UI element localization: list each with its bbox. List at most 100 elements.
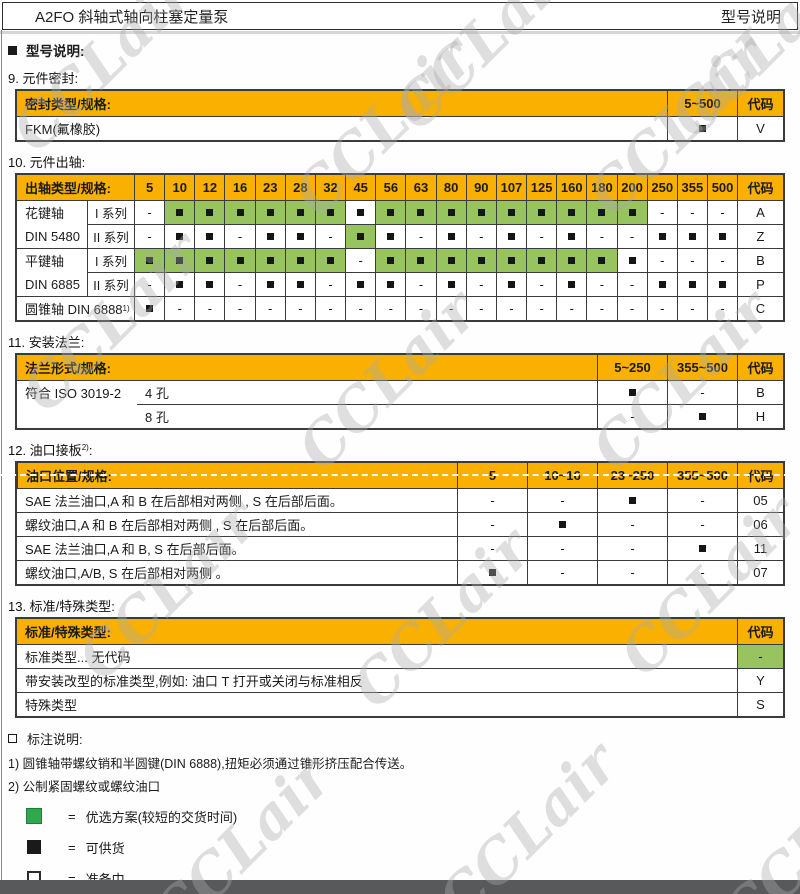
footnote-ref: 1) [122,304,130,313]
page-left-border [1,30,2,880]
column-header: 45 [345,175,375,200]
shaft-series: II 系列 [87,272,134,296]
code-cell: P [737,272,783,296]
filled-square-icon [266,257,274,264]
note-line: 2) 公制紧固螺纹或螺纹油口 [8,780,161,794]
availability-cell: - [597,560,667,584]
notes-heading-label: 标注说明: [27,731,83,747]
code-cell: S [737,692,783,716]
availability-cell [164,248,195,272]
availability-cell [597,488,667,512]
table-row: 8 孔 - H [17,404,783,428]
row-label: 螺纹油口,A 和 B 在后部相对两侧 , S 在后部后面。 [17,512,457,536]
availability-cells: -------- [134,224,738,248]
filled-square-icon [206,257,214,264]
column-header: 代码 [737,175,783,200]
column-header: 5~500 [667,91,737,116]
table-row: SAE 法兰油口,A 和 B 在后部相对两侧 , S 在后部后面。 --- 05 [17,488,783,512]
row-label: 螺纹油口,A/B, S 在后部相对两侧 。 [17,560,457,584]
filled-square-icon [387,281,395,288]
filled-square-icon [417,209,425,216]
availability-cells: - [597,404,737,428]
filled-square-icon [357,209,365,216]
availability-cell: - [667,560,737,584]
filled-square-icon [266,281,274,288]
filled-square-icon [176,257,184,264]
column-header: 56 [375,175,405,200]
filled-square-icon [327,209,335,216]
availability-cell [556,200,587,224]
availability-cells: - [597,380,737,404]
availability-cell [164,200,195,224]
table-row: 符合 ISO 3019-2 4 孔 - B [17,380,783,404]
code-cell: 11 [737,536,783,560]
column-header: 12 [194,175,224,200]
availability-cell [667,536,737,560]
availability-cell [405,200,436,224]
availability-cell [164,272,195,296]
column-header: 63 [405,175,435,200]
legend-label: 可供货 [85,840,125,856]
filled-square-icon [507,209,515,216]
filled-square-icon [327,257,335,264]
availability-cell [194,248,225,272]
availability-cell [134,296,165,320]
table-row: 螺纹油口,A 和 B 在后部相对两侧 , S 在后部后面。 --- 06 [17,512,783,536]
filled-square-icon [719,281,727,288]
section-title-seals: 9. 元件密封: [8,71,79,86]
availability-cell [375,248,406,272]
availability-cell [435,248,466,272]
section-title-colon: : [88,443,93,458]
availability-cell: - [676,296,707,320]
column-header: 23~250 [597,463,667,488]
filled-square-icon [719,233,727,240]
column-header: 23 [254,175,285,200]
filled-square-icon [176,233,184,240]
section-title-shaft: 10. 元件出轴: [8,155,86,170]
shaft-type: 圆锥轴 DIN 6888 [25,302,123,317]
row-label: 标准类型... 无代码 [17,644,737,668]
shaft-type: DIN 6885 [25,277,80,292]
availability-cell [465,248,496,272]
availability-cell: - [465,224,496,248]
availability-cell: - [676,248,707,272]
size-column-headers: 5 10 12 16 23 28 32 45 56 63 80 90 107 125 160 180 200 25… [134,175,737,200]
availability-cell: - [526,272,557,296]
availability-cell: - [667,512,737,536]
availability-cell: - [616,272,647,296]
availability-cell: - [435,296,466,320]
availability-cell [435,224,466,248]
filled-square-icon [699,545,706,552]
filled-square-icon [447,257,455,264]
shaft-series: II 系列 [87,224,134,248]
availability-cell [495,272,527,296]
column-header: 125 [526,175,556,200]
availability-cell: - [254,296,285,320]
filled-square-icon [658,233,666,240]
table-row: 螺纹油口,A/B, S 在后部相对两侧 。 --- 07 [17,560,783,584]
filled-square-icon [447,209,455,216]
equals-sign: = [68,839,76,855]
filled-square-icon [699,125,706,132]
availability-cell [314,248,346,272]
availability-cell: - [164,296,195,320]
availability-cell [495,200,527,224]
filled-square-icon [296,209,304,216]
availability-cell: - [224,296,255,320]
filled-square-icon [387,233,395,240]
column-header: 200 [616,175,647,200]
filled-square-icon [559,521,566,528]
availability-cell [495,224,527,248]
availability-cell [526,200,557,224]
legend-item: = 优选方案(较短的交货时间) [26,806,800,826]
availability-cell: - [314,296,346,320]
filled-square-icon [489,569,496,576]
note-line: 1) 圆锥轴带螺纹销和半圆键(DIN 6888),扭矩必须通过锥形挤压配合传送。 [8,757,413,771]
filled-square-icon [568,233,576,240]
row-label: 花键轴 [17,200,87,224]
column-header: 28 [284,175,315,200]
section-title-type: 13. 标准/特殊类型: [8,599,115,614]
availability-cell: - [224,272,255,296]
availability-cell: - [465,272,496,296]
legend-label: 优选方案(较短的交货时间) [85,809,238,825]
